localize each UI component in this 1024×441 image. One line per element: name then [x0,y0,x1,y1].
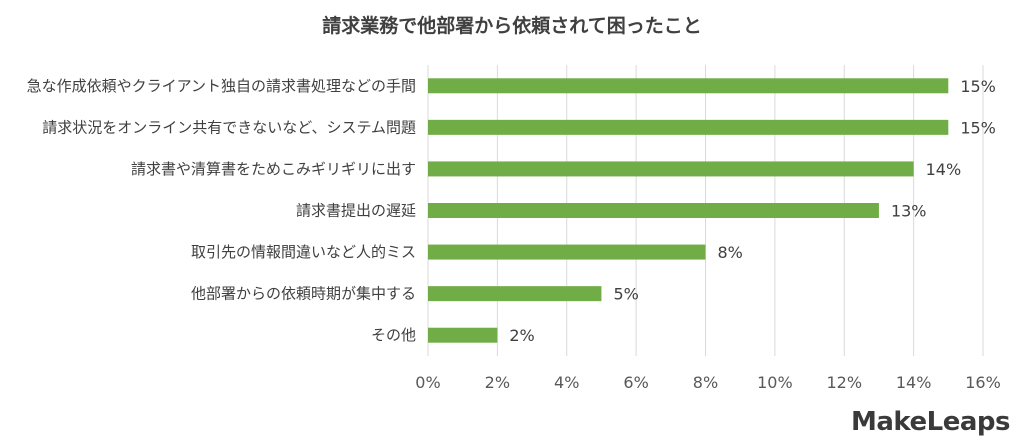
x-tick-label: 12% [826,373,862,392]
bar [428,78,949,94]
x-tick-label: 6% [623,373,648,392]
bar [428,203,879,218]
data-label: 15% [960,118,996,137]
category-label: 急な作成依頼やクライアント独自の請求書処理などの手間 [27,77,416,95]
x-tick-label: 4% [554,373,579,392]
data-label: 2% [509,326,534,345]
x-tick-label: 16% [965,373,1001,392]
category-label: 請求書や清算書をためこみギリギリに出す [131,160,416,178]
data-label: 14% [926,160,962,179]
bar [428,244,706,260]
bars [428,78,949,343]
bar [428,119,949,135]
chart-title: 請求業務で他部署から依頼されて困ったこと [322,14,701,37]
category-label: その他 [371,326,416,344]
data-label: 8% [718,243,743,262]
labels: 0% 2% 4% 6% 8% 10% 12% 14% 16% 急な作成依頼やクライアント独自の請求… [27,77,1001,392]
category-label: 請求書提出の遅延 [296,202,416,220]
bar [428,161,914,177]
x-tick-label: 10% [757,373,793,392]
data-label: 5% [613,285,638,304]
makeleaps-logo: MakeLeaps [851,407,1010,437]
x-tick-label: 0% [415,373,440,392]
category-label: 他部署からの依頼時期が集中する [191,285,416,303]
data-label: 15% [960,77,996,96]
bar [428,286,602,302]
bar [428,327,498,343]
x-tick-label: 2% [485,373,510,392]
data-label: 13% [891,202,927,221]
category-label: 請求状況をオンライン共有できないなど、システム問題 [42,118,416,136]
x-tick-label: 14% [896,373,932,392]
category-label: 取引先の情報間違いなど人的ミス [191,243,416,261]
x-tick-label: 8% [693,373,718,392]
